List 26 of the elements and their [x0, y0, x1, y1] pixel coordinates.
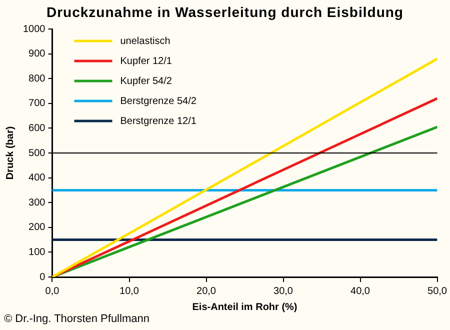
- y-tick-label: 800: [28, 73, 46, 84]
- x-axis-title: Eis-Anteil im Rohr (%): [192, 302, 298, 313]
- y-tick-label: 200: [28, 222, 46, 234]
- y-tick-label: 600: [28, 122, 46, 134]
- x-tick-label: 40,0: [350, 286, 370, 297]
- y-tick-label: 100: [28, 246, 46, 258]
- y-tick-label: 900: [28, 48, 46, 60]
- y-tick-label: 400: [28, 172, 46, 184]
- x-tick-label: 20,0: [196, 286, 216, 297]
- x-tick-label: 50,0: [428, 286, 448, 297]
- legend-label: Berstgrenze 12/1: [120, 116, 197, 127]
- y-tick-label: 0: [40, 272, 46, 283]
- y-axis-title: Druck (bar): [4, 126, 16, 180]
- text: © Dr.-Ing. Thorsten Pfullmann: [4, 313, 150, 325]
- legend-label: Berstgrenze 54/2: [120, 96, 197, 107]
- y-tick-label: 700: [28, 98, 46, 110]
- x-tick-label: 0,0: [45, 286, 60, 297]
- chart-title: Druckzunahme in Wasserleitung durch Eisbildung: [46, 4, 404, 20]
- legend-label: unelastisch: [120, 36, 170, 47]
- y-tick-label: 300: [28, 197, 46, 208]
- legend-label: Kupfer 54/2: [120, 76, 172, 87]
- x-tick-label: 30,0: [274, 286, 294, 297]
- y-tick-label: 500: [28, 148, 46, 159]
- y-tick-label: 1000: [22, 24, 46, 35]
- x-tick-label: 10,0: [120, 286, 140, 297]
- legend-label: Kupfer 12/1: [120, 56, 172, 67]
